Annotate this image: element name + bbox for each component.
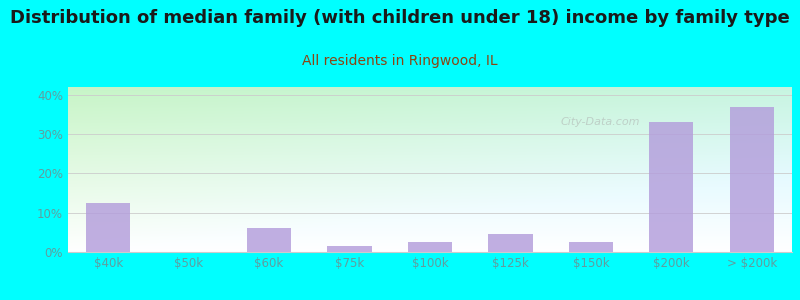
Bar	[730, 106, 774, 252]
Bar	[247, 228, 291, 252]
Text: All residents in Ringwood, IL: All residents in Ringwood, IL	[302, 54, 498, 68]
Bar	[650, 122, 694, 252]
Bar	[327, 246, 372, 252]
Bar	[408, 242, 452, 252]
Bar	[569, 242, 613, 252]
Bar	[86, 203, 130, 252]
Text: City-Data.com: City-Data.com	[560, 117, 640, 127]
Text: Distribution of median family (with children under 18) income by family type: Distribution of median family (with chil…	[10, 9, 790, 27]
Bar	[488, 234, 533, 252]
